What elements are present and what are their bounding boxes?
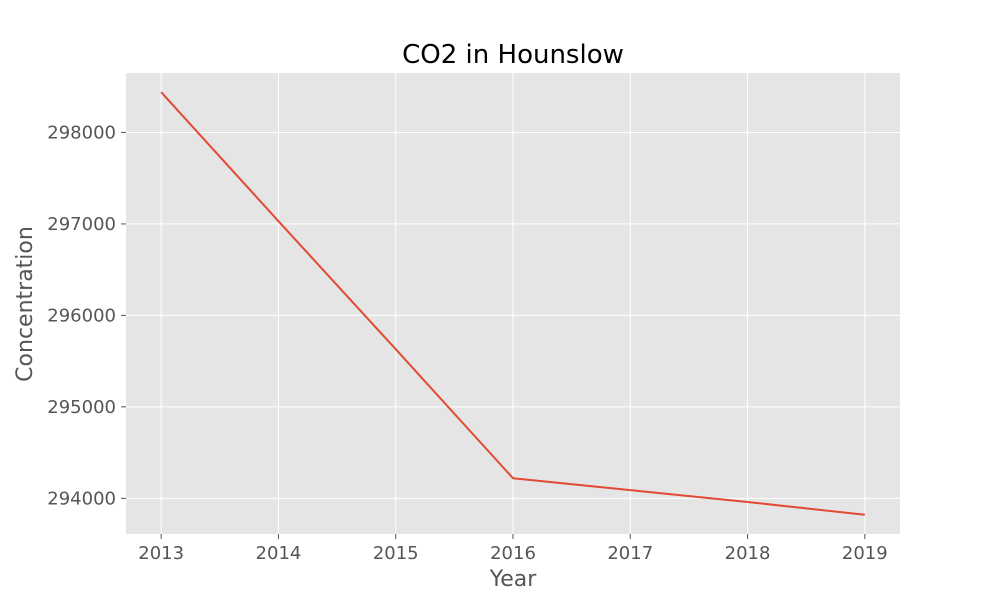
y-tick-label: 295000 xyxy=(47,397,116,418)
x-tick-labels: 2013 2014 2015 2016 2017 2018 2019 xyxy=(138,534,888,564)
y-tick-label: 294000 xyxy=(47,488,116,509)
y-axis-label: Concentration xyxy=(13,226,38,382)
x-tick-label: 2019 xyxy=(842,543,888,564)
y-gridlines xyxy=(126,131,900,499)
x-tick-label: 2016 xyxy=(490,543,536,564)
y-tick-labels: 294000 295000 296000 297000 298000 xyxy=(47,122,126,509)
chart-title: CO2 in Hounslow xyxy=(402,40,624,70)
x-tick-label: 2013 xyxy=(138,543,184,564)
x-tick-label: 2018 xyxy=(725,543,771,564)
x-tick-label: 2017 xyxy=(607,543,653,564)
x-axis-label: Year xyxy=(489,567,538,592)
y-tick-label: 298000 xyxy=(47,122,116,143)
y-tick-label: 296000 xyxy=(47,305,116,326)
series-line-0 xyxy=(160,91,865,516)
x-gridlines xyxy=(160,73,866,534)
x-tick-label: 2015 xyxy=(373,543,419,564)
x-tick-label: 2014 xyxy=(256,543,302,564)
y-tick-label: 297000 xyxy=(47,214,116,235)
series-layer xyxy=(160,91,865,516)
